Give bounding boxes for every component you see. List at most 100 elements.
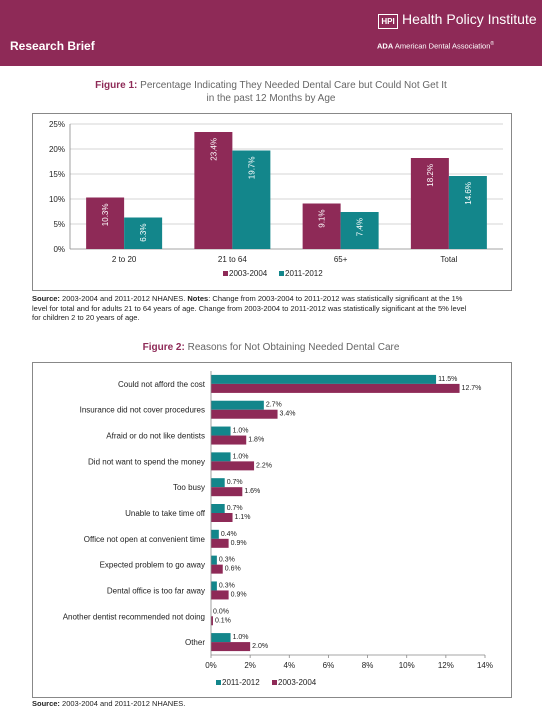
x-tick-label: 6%: [323, 661, 335, 670]
bar: [211, 435, 247, 445]
category-label: Unable to take time off: [125, 509, 206, 518]
ada-reg: ®: [490, 41, 495, 47]
bar: [211, 383, 460, 393]
figure1-title-line2: in the past 12 Months by Age: [206, 93, 336, 104]
bar-value-label: 12.7%: [462, 385, 482, 392]
x-tick-label: 10%: [399, 661, 415, 670]
figure2-title: Figure 2: Reasons for Not Obtaining Need…: [0, 341, 542, 354]
bar: [211, 529, 219, 539]
bar-value-label: 9.1%: [318, 210, 327, 228]
bar-value-label: 10.3%: [101, 204, 110, 227]
bar: [211, 504, 225, 513]
figure2-title-text: Reasons for Not Obtaining Needed Dental …: [184, 342, 400, 353]
legend-swatch: [272, 680, 277, 685]
x-tick-label: 4%: [284, 661, 296, 670]
y-tick-label: 10%: [49, 195, 65, 204]
category-label: Could not afford the cost: [118, 380, 206, 389]
bar-value-label: 0.7%: [227, 505, 243, 512]
legend-swatch: [216, 680, 221, 685]
source2-text: 2003-2004 and 2011-2012 NHANES.: [59, 699, 186, 708]
x-tick-label: Total: [440, 255, 457, 264]
bar-value-label: 0.1%: [215, 617, 231, 624]
source1-line3: for children 2 to 20 years of age.: [32, 313, 140, 322]
bar: [410, 158, 449, 249]
category-label: Too busy: [173, 483, 205, 492]
x-tick-label: 2%: [244, 661, 256, 670]
bar-value-label: 0.4%: [221, 531, 237, 538]
figure2-svg: Could not afford the cost 11.5% 12.7% Insur…: [63, 371, 493, 687]
figure1-title-line1: Percentage Indicating They Needed Dental…: [137, 80, 447, 91]
section-title: Research Brief: [10, 39, 95, 53]
x-tick-label: 12%: [438, 661, 454, 670]
source1-text: 2003-2004 and 2011-2012 NHANES.: [59, 294, 188, 303]
bar-value-label: 3.4%: [280, 411, 296, 418]
bar: [211, 581, 217, 591]
source1-notes-label: Notes: [187, 294, 209, 303]
bar: [211, 564, 223, 574]
y-tick-label: 15%: [49, 170, 65, 179]
bar-value-label: 11.5%: [438, 376, 457, 383]
category-label: Did not want to spend the money: [88, 457, 205, 466]
figure1-title: Figure 1: Percentage Indicating They Nee…: [0, 79, 542, 105]
bar: [211, 426, 231, 436]
legend-label: 2003-2004: [229, 269, 268, 278]
bar: [232, 150, 271, 249]
x-tick-label: 21 to 64: [218, 255, 247, 264]
figure2-label: Figure 2:: [142, 342, 185, 353]
figure1-chart: 0% 5% 10% 15% 20% 25% 10.3% 6.3% 2 to 20 23.4% 19.…: [32, 113, 512, 291]
bar: [211, 487, 243, 497]
category-label: Expected problem to go away: [100, 561, 205, 570]
bar: [211, 478, 225, 488]
category-label: Other: [185, 638, 205, 647]
bar: [86, 197, 125, 249]
bar: [194, 132, 233, 249]
figure2-chart: Could not afford the cost 11.5% 12.7% Insur…: [32, 362, 512, 698]
source1-notes: : Change from 2003-2004 to 2011-2012 was…: [208, 294, 463, 303]
ada-name: ADA American Dental Association®: [377, 41, 494, 51]
bar: [211, 400, 264, 410]
figure1-svg: 0% 5% 10% 15% 20% 25% 10.3% 6.3% 2 to 20 23.4% 19.…: [49, 120, 503, 278]
ada-full-name: American Dental Association: [394, 41, 491, 51]
legend-label: 2003-2004: [278, 678, 317, 687]
legend-swatch: [223, 271, 228, 276]
x-tick-label: 8%: [362, 661, 374, 670]
category-label: Office not open at convenient time: [84, 535, 206, 544]
bar: [340, 212, 379, 249]
legend-label: 2011-2012: [285, 269, 323, 278]
y-tick-label: 20%: [49, 145, 65, 154]
x-tick-label: 14%: [477, 661, 493, 670]
bar-value-label: 7.4%: [356, 218, 365, 236]
bar: [211, 633, 231, 643]
bar-value-label: 19.7%: [247, 157, 256, 180]
source2-label: Source:: [32, 699, 60, 708]
figure1-source: Source: 2003-2004 and 2011-2012 NHANES. …: [32, 294, 516, 323]
y-tick-label: 25%: [49, 120, 65, 129]
legend-label: 2011-2012: [222, 678, 260, 687]
bar-value-label: 23.4%: [209, 138, 218, 161]
bar-value-label: 1.8%: [248, 437, 264, 444]
figure1-label: Figure 1:: [95, 80, 138, 91]
bar: [211, 642, 251, 652]
bar-value-label: 0.3%: [219, 557, 235, 564]
source1-line2: level for total and for adults 21 to 64 …: [32, 303, 467, 313]
bar: [302, 203, 341, 249]
bar-value-label: 1.1%: [235, 514, 251, 521]
bar: [211, 616, 213, 626]
bar-value-label: 0.3%: [219, 582, 235, 589]
bar: [211, 590, 229, 600]
bar: [448, 176, 487, 249]
figure2-source: Source: 2003-2004 and 2011-2012 NHANES.: [32, 699, 185, 709]
bar: [124, 217, 163, 249]
bar-value-label: 1.6%: [244, 488, 260, 495]
bar-value-label: 2.7%: [266, 402, 282, 409]
bar-value-label: 0.9%: [231, 540, 247, 547]
bar-value-label: 2.2%: [256, 462, 272, 469]
bar: [211, 513, 233, 522]
category-label: Dental office is too far away: [107, 586, 205, 595]
legend-swatch: [279, 271, 284, 276]
y-tick-label: 5%: [53, 220, 65, 229]
bar-value-label: 1.0%: [233, 453, 249, 460]
bar: [211, 538, 229, 548]
bar-value-label: 0.7%: [227, 479, 243, 486]
bar: [211, 555, 217, 565]
